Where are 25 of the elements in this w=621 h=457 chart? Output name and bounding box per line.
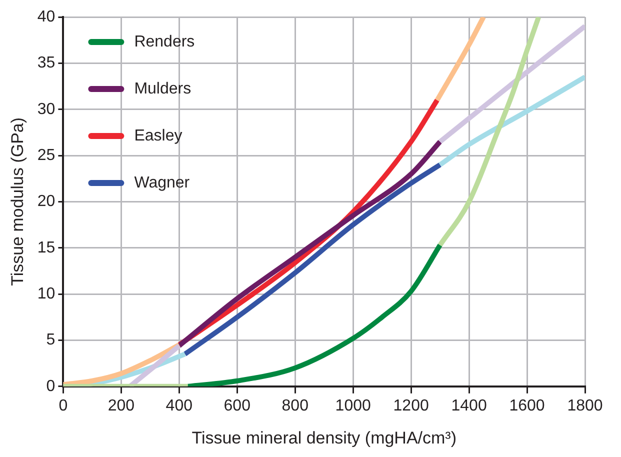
x-tick-label: 1600 xyxy=(509,397,545,414)
legend-label: Renders xyxy=(134,33,195,50)
y-tick-label: 20 xyxy=(37,193,56,210)
x-tick-label: 400 xyxy=(166,397,193,414)
x-tick-label: 1800 xyxy=(567,397,603,414)
x-tick-label: 1200 xyxy=(393,397,429,414)
legend-label: Easley xyxy=(134,127,182,144)
legend-label: Mulders xyxy=(134,80,192,98)
x-tick-label: 1000 xyxy=(335,397,371,414)
y-tick-label: 15 xyxy=(37,239,56,256)
y-tick-label: 40 xyxy=(37,8,56,26)
y-tick-label: 5 xyxy=(46,332,56,349)
x-axis-title: Tissue mineral density (mgHA/cm³) xyxy=(192,428,457,448)
x-tick-label: 600 xyxy=(224,397,251,414)
y-tick-label: 30 xyxy=(37,100,56,118)
legend-label: Wagner xyxy=(134,174,190,192)
x-tick-label: 0 xyxy=(58,397,68,414)
x-tick-label: 800 xyxy=(282,397,309,414)
x-tick-label: 200 xyxy=(108,397,135,414)
y-tick-label: 35 xyxy=(37,54,56,72)
x-tick-label: 1400 xyxy=(451,397,487,414)
y-tick-label: 0 xyxy=(46,378,56,395)
y-tick-label: 10 xyxy=(37,285,56,302)
y-tick-label: 25 xyxy=(37,146,56,164)
y-axis-title: Tissue modulus (GPa) xyxy=(8,117,27,286)
